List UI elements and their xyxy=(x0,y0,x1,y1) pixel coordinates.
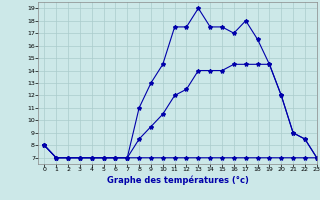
X-axis label: Graphe des températures (°c): Graphe des températures (°c) xyxy=(107,175,249,185)
